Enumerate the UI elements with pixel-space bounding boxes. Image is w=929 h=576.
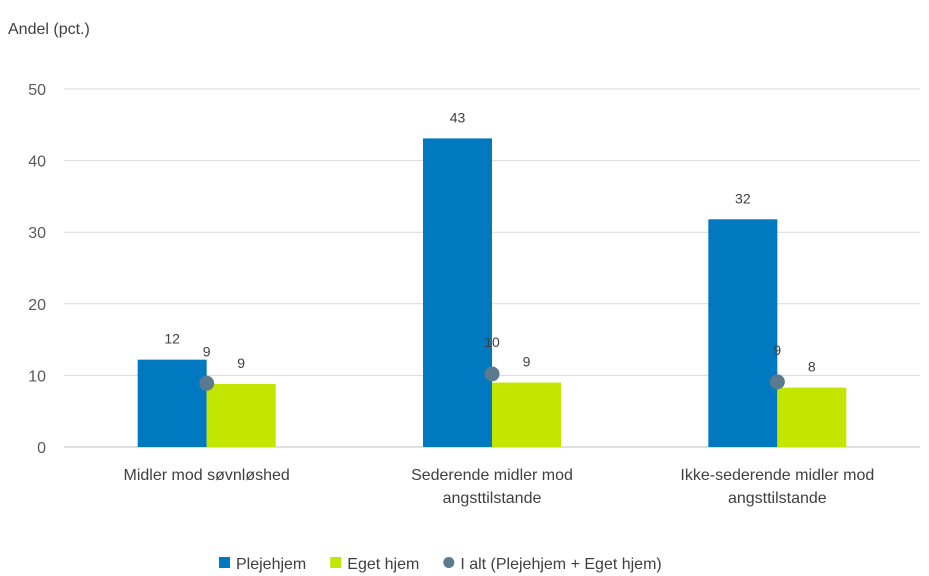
data-label: 12 xyxy=(164,331,180,347)
legend-label: I alt (Plejehjem + Eget hjem) xyxy=(460,556,661,573)
data-label: 9 xyxy=(203,343,211,359)
marker-total xyxy=(199,375,215,391)
bar-eget-hjem xyxy=(492,382,561,447)
bar-plejehjem xyxy=(708,219,778,447)
y-tick-label: 30 xyxy=(28,225,46,242)
y-tick-label: 50 xyxy=(28,82,46,99)
y-tick-label: 40 xyxy=(28,154,46,171)
marker-total xyxy=(769,374,785,390)
data-label: 8 xyxy=(808,359,816,375)
x-tick-label: Sederende midler mod xyxy=(411,467,573,484)
y-axis-label: Andel (pct.) xyxy=(8,21,90,38)
legend-label: Plejehjem xyxy=(236,556,306,573)
y-tick-label: 0 xyxy=(37,440,46,457)
x-tick-label: Midler mod søvnløshed xyxy=(124,467,290,484)
markers xyxy=(199,366,785,391)
legend-swatch xyxy=(330,557,342,568)
legend-swatch xyxy=(219,557,230,568)
data-label: 9 xyxy=(523,354,531,370)
legend: Plejehjem Eget hjem I alt (Plejehjem + Ege… xyxy=(219,556,662,573)
legend-label: Eget hjem xyxy=(347,556,419,573)
y-tick-label: 20 xyxy=(28,297,46,314)
data-labels: 12 9 9 43 9 10 32 8 9 xyxy=(164,109,816,374)
bar-eget-hjem xyxy=(206,383,276,447)
data-label: 9 xyxy=(773,342,781,358)
data-label: 43 xyxy=(450,109,466,125)
bar-eget-hjem xyxy=(777,387,847,447)
x-tick-label: Ikke-sederende midler mod xyxy=(680,467,874,484)
x-tick-label: angsttilstande xyxy=(443,490,542,507)
legend-marker xyxy=(443,557,455,568)
bars xyxy=(137,138,847,448)
y-tick-label: 10 xyxy=(28,368,46,385)
bar-plejehjem xyxy=(137,359,207,447)
data-label: 9 xyxy=(237,355,245,371)
bar-plejehjem xyxy=(423,138,492,448)
marker-total xyxy=(484,366,500,382)
data-label: 32 xyxy=(735,190,751,206)
x-tick-label: angsttilstande xyxy=(728,490,827,507)
data-label: 10 xyxy=(484,334,500,350)
x-tick-labels: Midler mod søvnløshed Sederende midler mo… xyxy=(124,467,875,507)
y-tick-labels: 0 10 20 30 40 50 xyxy=(28,82,46,457)
